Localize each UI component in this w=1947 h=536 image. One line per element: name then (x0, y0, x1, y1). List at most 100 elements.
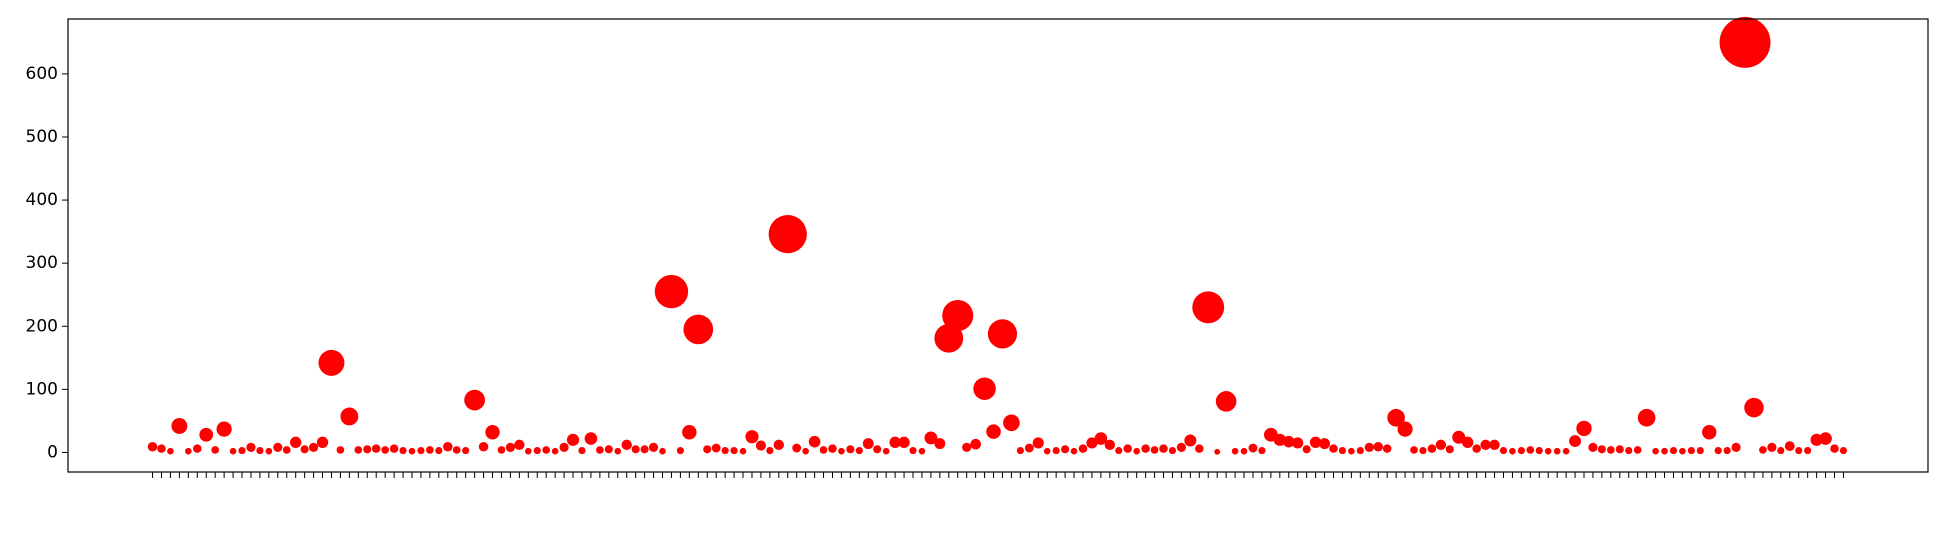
point (1830, 444, 1839, 453)
point (819, 446, 828, 454)
point (918, 447, 926, 455)
point (1607, 446, 1615, 454)
point (1410, 446, 1418, 454)
point (1086, 437, 1098, 449)
point (1489, 439, 1500, 451)
point (1373, 442, 1383, 452)
point (497, 446, 506, 454)
point (1784, 441, 1795, 452)
point (505, 442, 516, 452)
point (1115, 446, 1123, 455)
point (1382, 444, 1392, 453)
y-tick-label: 100 (26, 379, 58, 399)
point (340, 407, 359, 426)
point (659, 447, 666, 455)
point (452, 446, 461, 454)
point (838, 447, 845, 455)
point (873, 445, 882, 454)
point (300, 445, 309, 454)
point (1535, 446, 1543, 455)
point (1427, 444, 1437, 453)
point (828, 444, 837, 453)
y-tick-label: 300 (26, 253, 58, 273)
point (1397, 421, 1413, 437)
point (1569, 435, 1581, 447)
point (1517, 446, 1525, 455)
point (1588, 442, 1598, 452)
point (408, 447, 416, 455)
point (1553, 447, 1561, 455)
point (1319, 438, 1330, 450)
point (1637, 408, 1656, 427)
point (1184, 434, 1197, 447)
point (1777, 446, 1785, 455)
point (273, 442, 283, 452)
point (711, 443, 721, 453)
point (1696, 446, 1704, 455)
point (1356, 446, 1364, 455)
point (1003, 414, 1020, 432)
point (399, 446, 407, 455)
point (308, 442, 319, 452)
point (1499, 446, 1508, 455)
point (721, 446, 729, 455)
point (1387, 408, 1405, 427)
point (973, 377, 996, 400)
point (157, 444, 166, 453)
point (478, 442, 489, 452)
point (1078, 444, 1088, 453)
point (846, 445, 855, 454)
point (1302, 445, 1311, 454)
point (193, 444, 202, 453)
point (363, 445, 372, 454)
point (1240, 447, 1248, 455)
y-tick-label: 500 (26, 127, 58, 147)
point (682, 425, 697, 440)
point (1273, 433, 1286, 446)
point (792, 443, 802, 453)
point (1804, 446, 1812, 455)
point (802, 447, 809, 455)
point (318, 349, 345, 376)
point (525, 447, 532, 455)
point (1480, 439, 1491, 451)
point (389, 444, 399, 453)
point (1419, 446, 1427, 455)
point (614, 447, 622, 455)
point (1633, 446, 1642, 454)
point (381, 446, 389, 454)
point (1452, 430, 1466, 444)
point (1652, 447, 1659, 455)
point (1231, 447, 1239, 455)
point (768, 215, 807, 254)
point (185, 447, 192, 455)
point (1767, 442, 1777, 452)
point (551, 447, 559, 455)
point (1309, 436, 1322, 449)
point (542, 446, 551, 454)
point (1509, 447, 1516, 455)
point (238, 446, 246, 455)
point (1544, 447, 1552, 455)
point (1562, 447, 1570, 455)
point (1702, 425, 1717, 440)
point (654, 274, 689, 309)
point (1472, 444, 1481, 453)
point (596, 446, 604, 454)
point (147, 442, 158, 452)
point (1052, 446, 1060, 455)
point (229, 447, 237, 455)
point (882, 447, 890, 455)
point (216, 421, 232, 437)
point (640, 445, 649, 454)
point (1141, 444, 1150, 453)
point (514, 439, 525, 451)
point (1795, 446, 1803, 455)
point (1043, 447, 1051, 455)
point (1576, 420, 1592, 437)
point (1839, 446, 1848, 455)
point (1016, 446, 1024, 455)
point (282, 446, 291, 454)
point (566, 433, 580, 446)
